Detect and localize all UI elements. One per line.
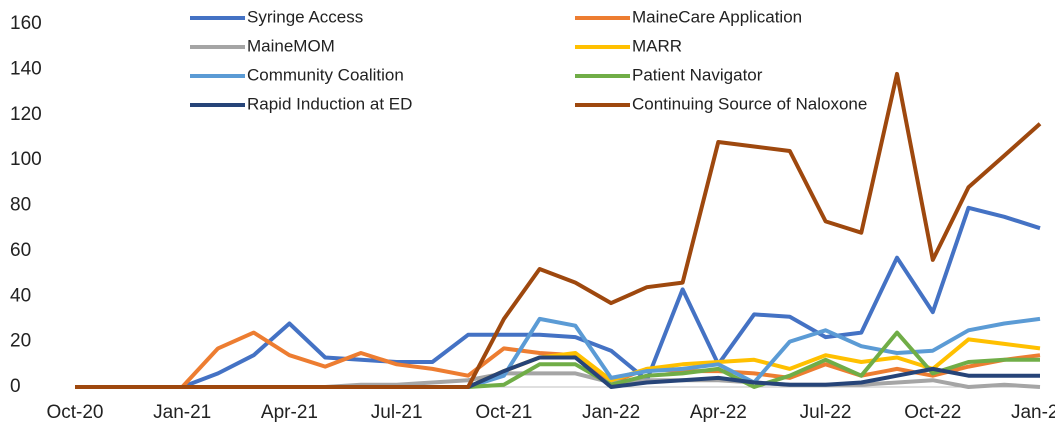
legend-label: MARR [632, 36, 682, 55]
y-tick-label: 0 [10, 376, 21, 397]
legend-label: Syringe Access [247, 7, 363, 26]
series-line [75, 330, 1040, 389]
x-tick-label: Apr-21 [261, 402, 318, 423]
y-tick-label: 80 [10, 195, 31, 216]
x-tick-label: Oct-21 [475, 402, 532, 423]
y-tick-label: 140 [10, 58, 42, 79]
x-tick-label: Jan-21 [153, 402, 211, 423]
series-line [75, 330, 1041, 389]
y-tick-label: 100 [10, 149, 42, 170]
x-tick-label: Jul-22 [800, 402, 852, 423]
legend-label: Rapid Induction at ED [247, 94, 412, 113]
y-tick-label: 120 [10, 104, 42, 125]
y-tick-label: 60 [10, 240, 31, 261]
x-tick-label: Jan-23 [1011, 402, 1055, 423]
series-line [75, 205, 1041, 389]
legend-label: Continuing Source of Naloxone [632, 94, 867, 113]
legend-label: MaineMOM [247, 36, 335, 55]
x-tick-label: Oct-22 [904, 402, 961, 423]
x-tick-label: Jul-21 [371, 402, 423, 423]
y-tick-label: 160 [10, 13, 42, 34]
y-tick-label: 40 [10, 285, 31, 306]
x-tick-label: Oct-20 [46, 402, 103, 423]
legend-label: Patient Navigator [632, 65, 763, 84]
x-tick-label: Apr-22 [690, 402, 747, 423]
y-tick-label: 20 [10, 331, 31, 352]
x-tick-label: Jan-22 [582, 402, 640, 423]
legend-label: Community Coalition [247, 65, 404, 84]
legend-label: MaineCare Application [632, 7, 802, 26]
series-line [75, 71, 1042, 389]
